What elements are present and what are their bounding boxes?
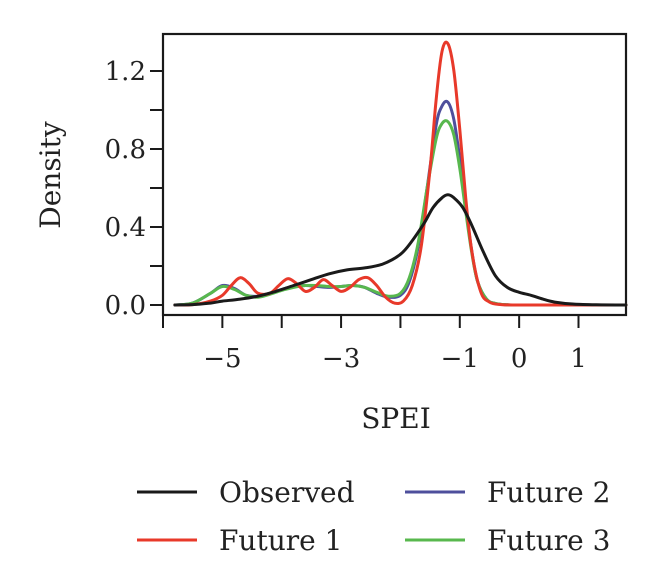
y-tick-label: 0.4 xyxy=(105,213,146,243)
x-tick-label: 0 xyxy=(511,344,528,374)
x-tick-label: −1 xyxy=(441,344,479,374)
x-tick-label: −3 xyxy=(322,344,360,374)
series-curves xyxy=(173,40,628,307)
y-axis: 0.0 0.4 0.8 1.2 xyxy=(105,57,163,321)
x-tick-label: 1 xyxy=(570,344,587,374)
series-line-future-2 xyxy=(173,99,628,307)
legend: Observed Future 2 Future 1 Future 3 xyxy=(137,476,610,557)
y-tick-label: 0.8 xyxy=(105,135,146,165)
y-tick-label: 0.0 xyxy=(105,291,146,321)
legend-label-future-3: Future 3 xyxy=(487,524,610,557)
series-line-future-1 xyxy=(173,40,628,307)
x-axis: −5 −3 −1 0 1 xyxy=(162,315,587,374)
y-tick-label: 1.2 xyxy=(105,57,146,87)
plot-frame xyxy=(161,32,628,317)
legend-label-observed: Observed xyxy=(219,476,355,509)
y-axis-title: Density xyxy=(34,121,67,229)
legend-label-future-2: Future 2 xyxy=(487,476,610,509)
legend-label-future-1: Future 1 xyxy=(219,524,342,557)
x-tick-label: −5 xyxy=(203,344,241,374)
series-line-observed xyxy=(173,193,628,307)
x-axis-title: SPEI xyxy=(361,402,431,435)
